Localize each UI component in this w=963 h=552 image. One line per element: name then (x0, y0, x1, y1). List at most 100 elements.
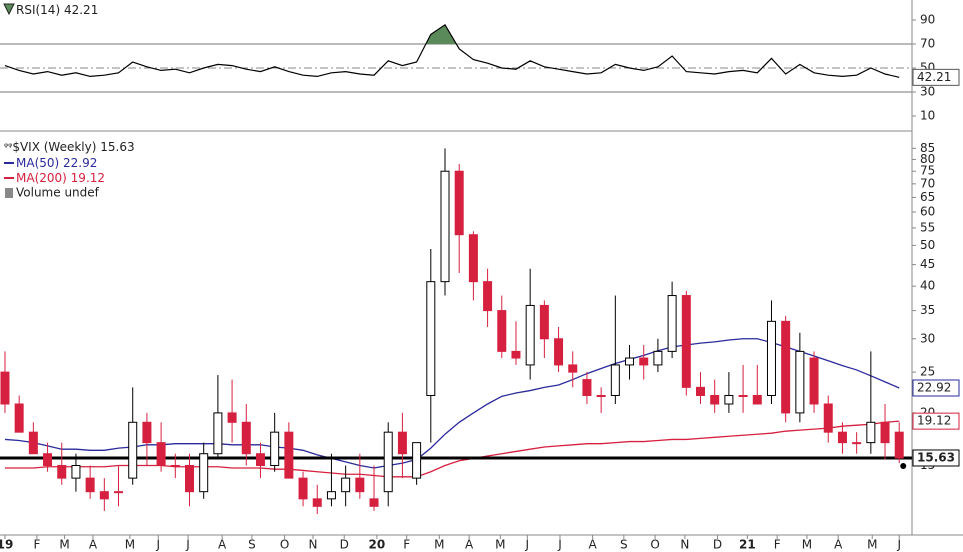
candle-body (199, 453, 209, 493)
x-tick-label: 19 (0, 538, 13, 552)
y-tick-label: 45 (920, 257, 935, 271)
ma-line (4, 338, 900, 469)
candle-body (894, 431, 904, 459)
value-box-label: 22.92 (917, 380, 951, 394)
candle-body (255, 453, 265, 467)
candle-body (369, 498, 379, 507)
x-tick-label: D (713, 538, 722, 552)
candle-body (681, 295, 691, 388)
x-tick-label: J (155, 538, 160, 552)
x-tick-label: J (557, 538, 562, 552)
x-tick-label: 21 (739, 538, 756, 552)
candle-body (539, 304, 549, 340)
candle-body (880, 421, 890, 444)
candle-body (184, 465, 194, 493)
candle-body (852, 442, 862, 445)
value-box-label: 42.21 (917, 70, 951, 84)
candle-body (511, 350, 521, 359)
candle-body (837, 431, 847, 444)
value-box-label: 19.12 (917, 414, 951, 428)
candle-body (213, 412, 223, 455)
candle-body (170, 465, 180, 468)
candle-body (241, 421, 251, 455)
x-tick-label: J (525, 538, 530, 552)
candle-body (568, 364, 578, 373)
candle-body (596, 394, 606, 397)
candle-body (227, 412, 237, 423)
y-tick-label: 75 (920, 164, 935, 178)
x-tick-label: M (59, 538, 69, 552)
candle-body (128, 421, 138, 479)
candle-body (625, 357, 635, 366)
x-tick-label: M (125, 538, 135, 552)
rsi-icon (3, 3, 15, 16)
legend-ma50: MA(50) 22.92 (16, 156, 97, 170)
candle-body (823, 403, 833, 433)
x-tick-label: O (650, 538, 659, 552)
candle-body (412, 442, 422, 479)
x-tick-label: J (896, 538, 901, 552)
legend-ma50-name: MA(50) (16, 156, 59, 170)
candle-body (497, 310, 507, 352)
value-box (912, 68, 960, 86)
candle-body (866, 421, 876, 444)
candle-body (114, 491, 124, 494)
x-tick-label: A (218, 538, 227, 552)
candle-body (270, 431, 280, 467)
candle-body (752, 394, 762, 405)
y-tick-label: 65 (920, 190, 935, 204)
candle-body (397, 431, 407, 455)
candle-body (156, 442, 166, 467)
candle-body (14, 403, 24, 433)
rsi-legend: RSI(14) 42.21 (3, 3, 98, 17)
candle-body (710, 394, 720, 405)
y-tick-label: 85 (920, 141, 935, 155)
legend-price-last: 15.63 (100, 140, 134, 154)
candle-body (341, 477, 351, 493)
x-tick-label: N (308, 538, 317, 552)
y-tick-label: 90 (920, 13, 935, 27)
x-tick-label: F (403, 538, 410, 552)
candle-body (781, 320, 791, 414)
candle-body (426, 281, 436, 396)
candle-body (440, 170, 450, 283)
x-tick-label: A (89, 538, 98, 552)
value-box (912, 379, 960, 397)
candle-body (85, 477, 95, 493)
candle-body (639, 357, 649, 366)
y-tick-label: 10 (920, 109, 935, 123)
candle-body (298, 477, 308, 500)
candle-body (724, 394, 734, 405)
y-tick-label: 35 (920, 303, 935, 317)
candle-body (355, 477, 365, 493)
candle-body (696, 386, 706, 396)
candle-body (667, 295, 677, 352)
x-tick-label: F (774, 538, 781, 552)
y-tick-label: 30 (920, 85, 935, 99)
last-dot (900, 462, 907, 469)
legend-ma50-last: 22.92 (63, 156, 97, 170)
y-tick-label: 55 (920, 220, 935, 234)
overbought-area (4, 24, 900, 44)
x-tick-label: N (680, 538, 689, 552)
legend-price: ᵠᵠ$VIX (Weekly) 15.63 (4, 140, 135, 154)
ma-line (4, 420, 900, 478)
value-box (912, 449, 960, 467)
legend-icon: ᵠᵠ (4, 142, 12, 153)
x-tick-label: A (465, 538, 474, 552)
y-tick-label: 70 (920, 176, 935, 190)
candle-body (284, 431, 294, 479)
candle-body (766, 320, 776, 396)
legend-ma200: MA(200) 19.12 (16, 171, 105, 185)
value-box (912, 412, 960, 430)
candle-body (738, 394, 748, 397)
candle-body (468, 234, 478, 283)
y-tick-label: 70 (920, 37, 935, 51)
candle-body (795, 350, 805, 414)
candle-body (582, 379, 592, 396)
candle-body (99, 491, 109, 500)
legend-volume-swatch (5, 188, 13, 198)
x-tick-label: M (434, 538, 444, 552)
